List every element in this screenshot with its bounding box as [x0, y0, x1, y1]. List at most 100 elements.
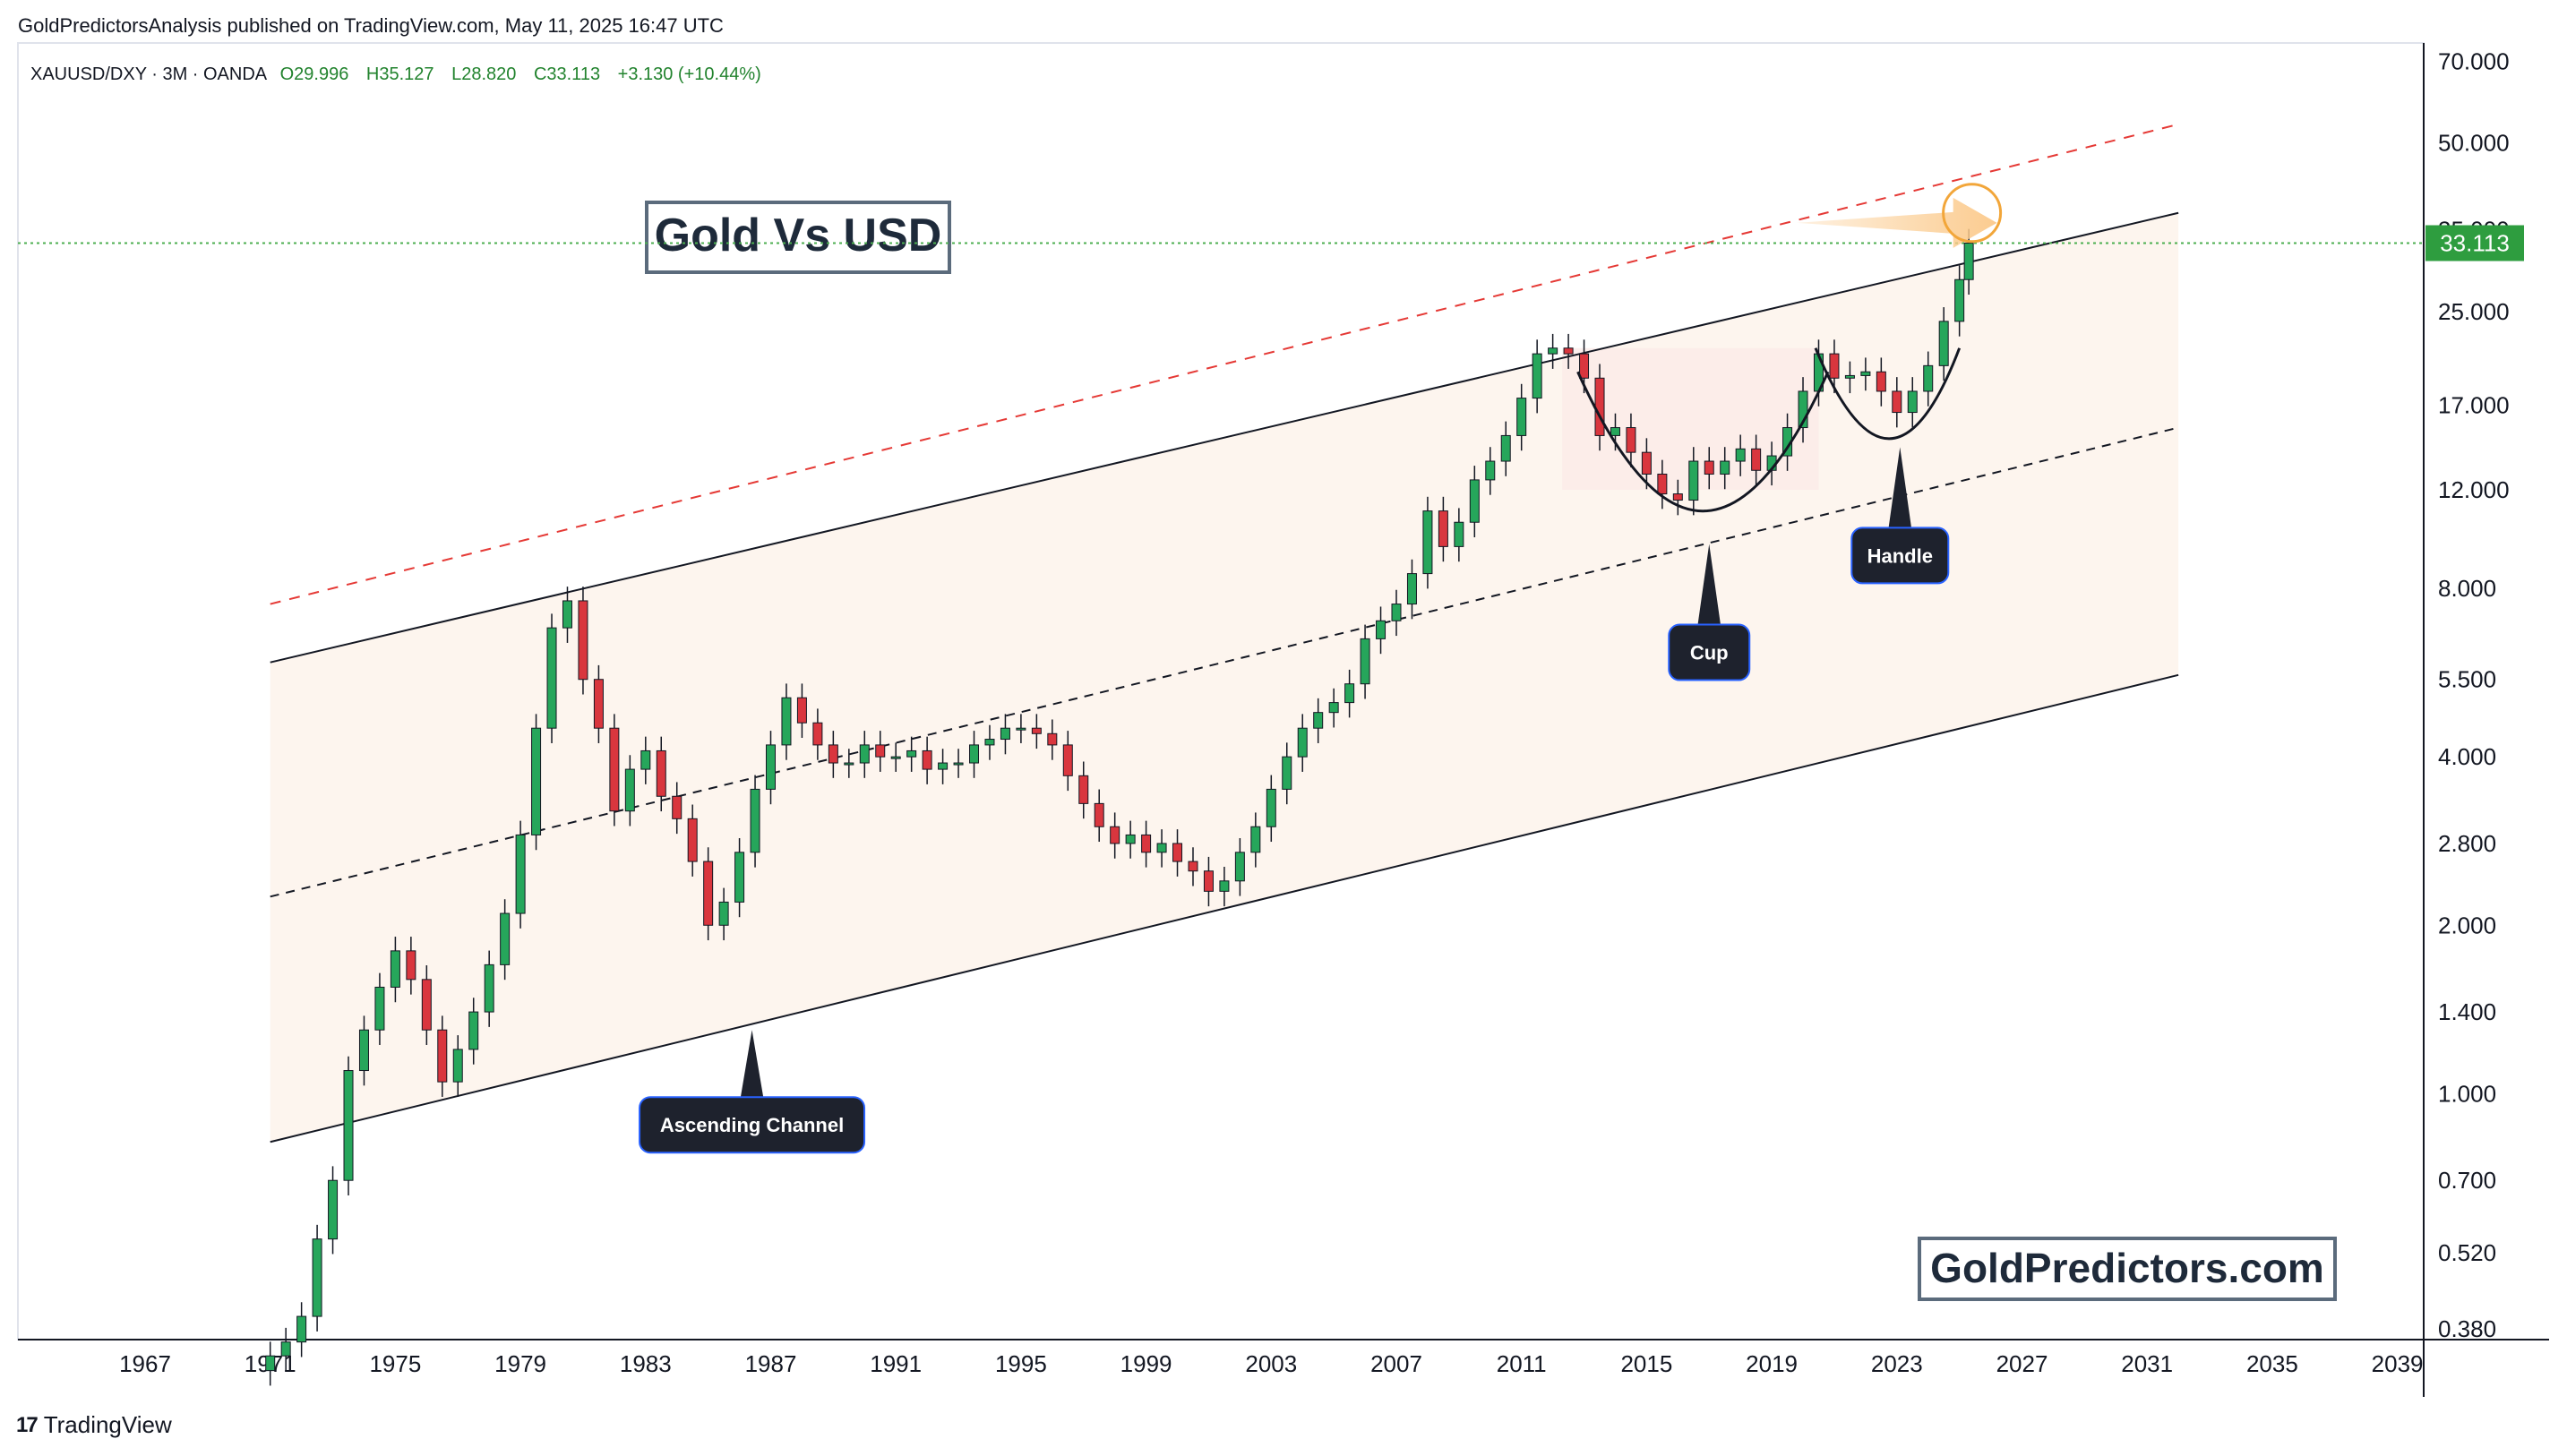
candle-body [1532, 353, 1542, 399]
callout-box [1850, 527, 1950, 585]
candle-body [1062, 744, 1073, 776]
candle-body [1454, 521, 1464, 547]
channel-lower-line [270, 673, 2179, 1143]
candle-body [1579, 353, 1590, 379]
x-tick-label: 1999 [1120, 1350, 1172, 1377]
candle-body [452, 1049, 463, 1083]
y-tick-label: 0.520 [2438, 1239, 2496, 1266]
candle-body [1078, 775, 1089, 804]
candle-body [1344, 683, 1355, 704]
x-tick-label: 1991 [870, 1350, 922, 1377]
candle-body [1469, 479, 1480, 523]
callout-label: Ascending Channel [660, 1114, 844, 1136]
x-tick-label: 1987 [745, 1350, 797, 1377]
last-price-tag [2425, 225, 2524, 261]
candle-body [1219, 880, 1230, 892]
x-tick-label: 1967 [119, 1350, 171, 1377]
x-tick-label: 2011 [1497, 1350, 1547, 1377]
breakout-circle [1942, 183, 2003, 244]
candle-body [1094, 802, 1104, 827]
y-tick-label: 17.000 [2438, 391, 2510, 418]
y-tick-label: 0.380 [2438, 1315, 2496, 1342]
y-tick-label: 2.800 [2438, 830, 2496, 857]
candle-body [718, 901, 729, 926]
candle-body [750, 788, 760, 853]
x-tick-label: 2015 [1620, 1350, 1672, 1377]
candle-body [1923, 364, 1934, 392]
y-tick-label: 0.700 [2438, 1167, 2496, 1194]
candle-body [500, 912, 511, 965]
candle-body [515, 834, 526, 914]
candle-body [1016, 727, 1026, 731]
callout-pointer [1888, 447, 1912, 530]
chart-title: Gold Vs USD [655, 210, 942, 261]
y-tick-label: 8.000 [2438, 575, 2496, 602]
watermark-box [1918, 1237, 2337, 1301]
callout-label: Cup [1690, 642, 1729, 664]
x-tick-label: 2039 [2372, 1350, 2424, 1377]
x-tick-label: 2027 [1996, 1350, 2048, 1377]
candle-body [1907, 390, 1918, 414]
candle-body [922, 749, 932, 770]
callout-box [1668, 623, 1751, 681]
candle-body [969, 744, 980, 764]
candle-body [781, 697, 792, 746]
y-tick-label: 12.000 [2438, 476, 2510, 503]
handle-arc [1814, 347, 1962, 441]
callout-label: Handle [1867, 544, 1933, 567]
candle-body [1188, 861, 1198, 872]
symbol-name[interactable]: XAUUSD/DXY · 3M · OANDA [30, 64, 267, 84]
candle-body [1438, 510, 1448, 547]
resistance-dashed-line [270, 123, 2179, 605]
candle-body [593, 679, 604, 729]
candle-body [1829, 353, 1840, 379]
candle-body [1688, 460, 1699, 501]
candle-body [1626, 427, 1636, 453]
candle-body [624, 768, 635, 812]
candle-body [562, 600, 572, 629]
candle-body [1735, 448, 1746, 462]
candle-body [844, 762, 854, 766]
candle-body [609, 727, 620, 812]
candle-body [1516, 398, 1527, 436]
candle-body [906, 749, 917, 758]
candle-body [406, 950, 416, 981]
x-tick-label: 1995 [995, 1350, 1047, 1377]
candle-body [1406, 573, 1417, 605]
candle-body [437, 1029, 448, 1083]
candle-body [1500, 434, 1511, 462]
y-tick-label: 5.500 [2438, 666, 2496, 693]
candle-body [656, 749, 666, 797]
last-price-label: 33.113 [2440, 230, 2510, 257]
callout-box [639, 1096, 866, 1154]
candle-body [374, 986, 385, 1031]
candle-body [1720, 460, 1730, 475]
candle-body [1250, 826, 1261, 853]
candle-body [984, 739, 995, 746]
breakout-arrow-icon [1797, 197, 1997, 248]
candle-body [953, 762, 964, 766]
x-tick-label: 1983 [620, 1350, 672, 1377]
cup-arc [1576, 371, 1830, 513]
x-tick-label: 2003 [1245, 1350, 1297, 1377]
candle-body [1657, 473, 1668, 495]
candle-body [1485, 460, 1496, 481]
candle-body [812, 722, 823, 746]
callout-pointer [740, 1030, 764, 1100]
y-tick-label: 70.000 [2438, 47, 2510, 74]
y-tick-label: 2.000 [2438, 912, 2496, 938]
candle-body [703, 861, 714, 926]
candle-body [1963, 243, 1974, 280]
x-tick-label: 2023 [1871, 1350, 1923, 1377]
x-tick-label: 2031 [2121, 1350, 2173, 1377]
x-tick-label: 2019 [1746, 1350, 1798, 1377]
change-value: +3.130 (+10.44%) [617, 64, 761, 84]
published-by-text: GoldPredictorsAnalysis published on Trad… [18, 14, 724, 37]
x-tick-label: 1975 [369, 1350, 421, 1377]
tradingview-footer[interactable]: 17 TradingView [16, 1411, 172, 1439]
candle-body [1047, 732, 1058, 746]
candle-body [1031, 727, 1042, 734]
candle-body [1000, 727, 1010, 741]
symbol-info: XAUUSD/DXY · 3M · OANDA O29.996 H35.127 … [30, 64, 774, 85]
